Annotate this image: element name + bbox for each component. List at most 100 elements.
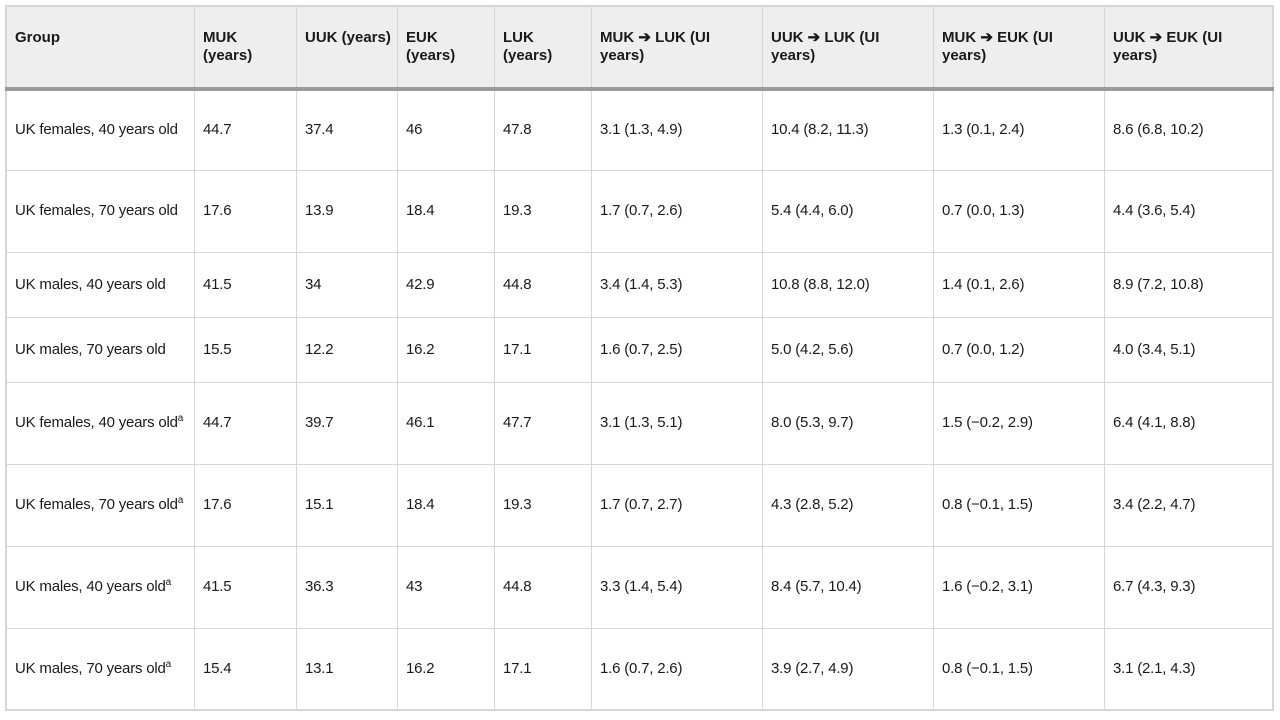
data-table: Group MUK (years) UUK (years) EUK (years… — [5, 5, 1274, 711]
value-cell: 12.2 — [296, 316, 398, 383]
value-cell: 8.0 (5.3, 9.7) — [762, 381, 934, 465]
value-cell: 8.6 (6.8, 10.2) — [1104, 88, 1274, 171]
value-cell: 4.3 (2.8, 5.2) — [762, 463, 934, 547]
value-cell: 15.4 — [194, 627, 297, 711]
value-cell: 8.4 (5.7, 10.4) — [762, 545, 934, 629]
value-cell: 3.1 (1.3, 4.9) — [591, 88, 763, 171]
value-cell: 1.6 (0.7, 2.6) — [591, 627, 763, 711]
value-cell: 41.5 — [194, 251, 297, 318]
value-cell: 18.4 — [397, 169, 495, 253]
value-cell: 44.8 — [494, 251, 592, 318]
value-cell: 46 — [397, 88, 495, 171]
group-label: UK females, 70 years old — [15, 496, 178, 513]
value-cell: 0.8 (−0.1, 1.5) — [933, 627, 1105, 711]
group-label: UK males, 40 years old — [15, 275, 166, 293]
table-row: UK females, 70 years olda 17.6 15.1 18.4 19.… — [5, 463, 1274, 547]
header-uuk-luk: UUK ➔ LUK (UI years) — [762, 5, 934, 90]
value-cell: 1.6 (0.7, 2.5) — [591, 316, 763, 383]
table-row: UK males, 40 years olda 41.5 36.3 43 44.8 3.3… — [5, 545, 1274, 629]
value-cell: 17.6 — [194, 463, 297, 547]
value-cell: 15.1 — [296, 463, 398, 547]
group-label: UK males, 70 years old — [15, 340, 166, 358]
table-row: UK females, 70 years old 17.6 13.9 18.4 19.3… — [5, 169, 1274, 253]
header-muk-luk: MUK ➔ LUK (UI years) — [591, 5, 763, 90]
header-group: Group — [5, 5, 195, 90]
value-cell: 17.6 — [194, 169, 297, 253]
value-cell: 0.8 (−0.1, 1.5) — [933, 463, 1105, 547]
value-cell: 16.2 — [397, 316, 495, 383]
value-cell: 43 — [397, 545, 495, 629]
value-cell: 5.0 (4.2, 5.6) — [762, 316, 934, 383]
header-muk-euk: MUK ➔ EUK (UI years) — [933, 5, 1105, 90]
value-cell: 19.3 — [494, 169, 592, 253]
value-cell: 3.1 (1.3, 5.1) — [591, 381, 763, 465]
value-cell: 42.9 — [397, 251, 495, 318]
footnote-marker: a — [165, 577, 172, 588]
value-cell: 19.3 — [494, 463, 592, 547]
header-uuk: UUK (years) — [296, 5, 398, 90]
value-cell: 0.7 (0.0, 1.3) — [933, 169, 1105, 253]
value-cell: 1.6 (−0.2, 3.1) — [933, 545, 1105, 629]
value-cell: 44.8 — [494, 545, 592, 629]
value-cell: 34 — [296, 251, 398, 318]
group-cell: UK females, 70 years old — [5, 169, 195, 253]
table-row: UK males, 70 years old 15.5 12.2 16.2 17.1 1.… — [5, 316, 1274, 383]
value-cell: 3.3 (1.4, 5.4) — [591, 545, 763, 629]
group-label: UK males, 40 years old — [15, 578, 166, 595]
value-cell: 3.4 (1.4, 5.3) — [591, 251, 763, 318]
group-cell: UK males, 40 years olda — [5, 545, 195, 629]
header-luk: LUK (years) — [494, 5, 592, 90]
value-cell: 44.7 — [194, 381, 297, 465]
value-cell: 10.8 (8.8, 12.0) — [762, 251, 934, 318]
value-cell: 47.8 — [494, 88, 592, 171]
header-row: Group MUK (years) UUK (years) EUK (years… — [5, 5, 1274, 90]
value-cell: 39.7 — [296, 381, 398, 465]
group-cell: UK males, 40 years old — [5, 251, 195, 318]
value-cell: 1.5 (−0.2, 2.9) — [933, 381, 1105, 465]
group-label: UK females, 40 years old — [15, 414, 178, 431]
value-cell: 3.9 (2.7, 4.9) — [762, 627, 934, 711]
value-cell: 47.7 — [494, 381, 592, 465]
value-cell: 13.1 — [296, 627, 398, 711]
value-cell: 46.1 — [397, 381, 495, 465]
header-euk: EUK (years) — [397, 5, 495, 90]
group-label: UK males, 70 years old — [15, 659, 166, 677]
value-cell: 36.3 — [296, 545, 398, 629]
value-cell: 1.7 (0.7, 2.6) — [591, 169, 763, 253]
value-cell: 17.1 — [494, 316, 592, 383]
table-row: UK females, 40 years old 44.7 37.4 46 47.8 3.… — [5, 88, 1274, 171]
value-cell: 17.1 — [494, 627, 592, 711]
group-cell: UK females, 70 years olda — [5, 463, 195, 547]
group-cell: UK females, 40 years old — [5, 88, 195, 171]
value-cell: 18.4 — [397, 463, 495, 547]
header-muk: MUK (years) — [194, 5, 297, 90]
value-cell: 16.2 — [397, 627, 495, 711]
header-uuk-euk: UUK ➔ EUK (UI years) — [1104, 5, 1274, 90]
value-cell: 37.4 — [296, 88, 398, 171]
value-cell: 10.4 (8.2, 11.3) — [762, 88, 934, 171]
footnote-marker: a — [165, 658, 172, 670]
value-cell: 0.7 (0.0, 1.2) — [933, 316, 1105, 383]
value-cell: 5.4 (4.4, 6.0) — [762, 169, 934, 253]
footnote-marker: a — [177, 413, 184, 424]
value-cell: 4.4 (3.6, 5.4) — [1104, 169, 1274, 253]
table-row: UK females, 40 years olda 44.7 39.7 46.1 47.… — [5, 381, 1274, 465]
value-cell: 41.5 — [194, 545, 297, 629]
value-cell: 6.7 (4.3, 9.3) — [1104, 545, 1274, 629]
table-row: UK males, 70 years olda 15.4 13.1 16.2 17.1 1… — [5, 627, 1274, 711]
group-cell: UK males, 70 years olda — [5, 627, 195, 711]
group-label: UK females, 40 years old — [15, 121, 178, 139]
value-cell: 1.3 (0.1, 2.4) — [933, 88, 1105, 171]
value-cell: 3.1 (2.1, 4.3) — [1104, 627, 1274, 711]
footnote-marker: a — [177, 495, 184, 506]
value-cell: 1.4 (0.1, 2.6) — [933, 251, 1105, 318]
value-cell: 15.5 — [194, 316, 297, 383]
value-cell: 8.9 (7.2, 10.8) — [1104, 251, 1274, 318]
value-cell: 13.9 — [296, 169, 398, 253]
group-cell: UK females, 40 years olda — [5, 381, 195, 465]
value-cell: 6.4 (4.1, 8.8) — [1104, 381, 1274, 465]
value-cell: 1.7 (0.7, 2.7) — [591, 463, 763, 547]
group-cell: UK males, 70 years old — [5, 316, 195, 383]
value-cell: 44.7 — [194, 88, 297, 171]
table-row: UK males, 40 years old 41.5 34 42.9 44.8 3.4 … — [5, 251, 1274, 318]
